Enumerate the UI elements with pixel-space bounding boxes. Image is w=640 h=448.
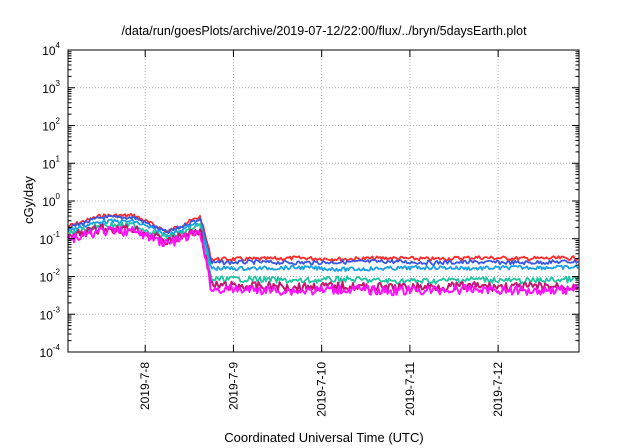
x-tick-label: 2019-7-9 (226, 362, 240, 410)
y-tick-base: 10 (42, 120, 56, 134)
series-line (67, 214, 579, 266)
y-tick-base: 10 (42, 44, 56, 58)
x-tick-label: 2019-7-11 (403, 362, 417, 416)
y-tick-label: 10-4 (40, 343, 61, 360)
y-tick-exponent: -4 (53, 343, 61, 352)
y-tick-exponent: 3 (56, 79, 61, 88)
y-tick-base: 10 (42, 157, 56, 171)
grid (68, 50, 579, 352)
x-axis: 2019-7-8 2019-7-9 2019-7-10 2019-7-11 2019-7… (138, 50, 505, 417)
y-tick-exponent: -3 (53, 305, 61, 314)
x-tick-label: 2019-7-10 (315, 362, 329, 417)
y-tick-exponent: 2 (56, 117, 61, 126)
y-tick-label: 104 (42, 41, 60, 58)
y-tick-exponent: 1 (56, 154, 61, 163)
chart-title: /data/run/goesPlots/archive/2019-07-12/2… (121, 24, 527, 38)
x-tick-label: 2019-7-8 (138, 362, 152, 410)
y-tick-label: 10-3 (40, 305, 61, 322)
series-line (67, 221, 579, 285)
series-line (67, 218, 579, 273)
y-tick-base: 10 (40, 271, 54, 285)
y-tick-label: 102 (42, 117, 60, 134)
x-axis-label: Coordinated Universal Time (UTC) (224, 430, 423, 445)
y-axis-label: cGy/day (21, 176, 36, 224)
y-tick-label: 10-2 (40, 268, 61, 285)
y-tick-label: 101 (42, 154, 60, 171)
series-group (67, 212, 579, 297)
y-tick-exponent: -1 (53, 230, 61, 239)
y-tick-exponent: -2 (53, 268, 61, 277)
x-tick-label: 2019-7-12 (491, 362, 505, 417)
y-tick-base: 10 (40, 346, 54, 360)
series-line (67, 212, 579, 262)
y-tick-label: 103 (42, 79, 60, 96)
y-tick-exponent: 4 (56, 41, 61, 50)
series-line (67, 225, 579, 297)
y-tick-exponent: 0 (56, 192, 61, 201)
y-tick-base: 10 (40, 308, 54, 322)
y-tick-label: 10-1 (40, 230, 61, 247)
y-tick-base: 10 (42, 195, 56, 209)
y-tick-label: 100 (42, 192, 60, 209)
y-tick-base: 10 (42, 82, 56, 96)
y-tick-base: 10 (40, 233, 54, 247)
